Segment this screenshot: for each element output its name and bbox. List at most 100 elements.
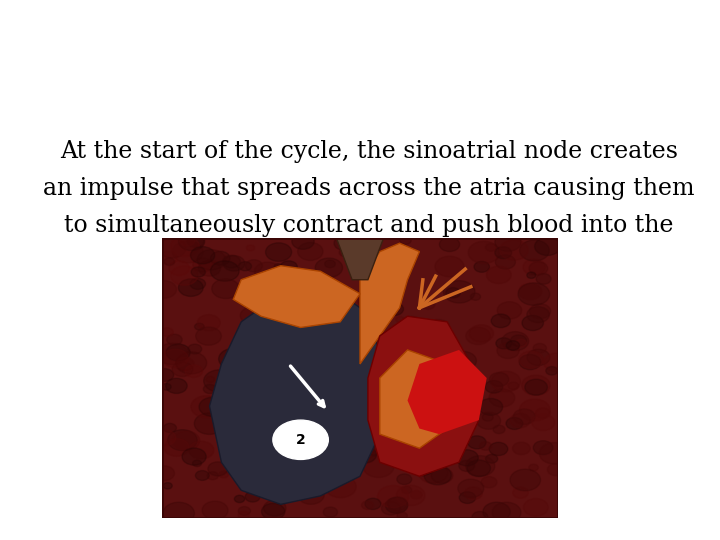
Circle shape [246,260,263,272]
Circle shape [418,469,428,476]
Circle shape [365,498,381,510]
Circle shape [368,309,391,326]
Circle shape [333,424,358,443]
Circle shape [153,466,174,481]
Circle shape [366,447,377,454]
Circle shape [466,327,490,345]
Circle shape [466,456,495,476]
Polygon shape [360,243,419,364]
Circle shape [482,414,493,421]
Circle shape [271,482,294,500]
Circle shape [296,333,319,349]
Circle shape [194,323,204,330]
Circle shape [444,281,475,303]
Circle shape [336,293,349,302]
Circle shape [351,381,363,390]
Text: an impulse that spreads across the atria causing them: an impulse that spreads across the atria… [43,177,695,200]
Circle shape [384,278,395,286]
Circle shape [418,462,448,483]
Polygon shape [233,266,360,327]
Circle shape [456,399,475,413]
Circle shape [497,343,519,359]
Circle shape [402,414,412,422]
Circle shape [194,413,225,434]
Circle shape [318,465,330,474]
Circle shape [196,327,221,345]
Circle shape [250,318,276,336]
Circle shape [208,462,228,476]
Circle shape [279,300,302,317]
Circle shape [339,248,351,256]
Circle shape [235,495,245,503]
Circle shape [459,492,476,503]
Circle shape [248,481,258,488]
Polygon shape [162,238,558,518]
Circle shape [163,483,172,489]
Circle shape [173,431,199,450]
Circle shape [489,442,508,456]
Circle shape [179,279,203,296]
Circle shape [236,457,263,475]
Circle shape [491,371,521,392]
Circle shape [525,379,547,395]
Circle shape [382,502,400,515]
Circle shape [431,362,446,373]
Circle shape [206,376,215,382]
Circle shape [169,261,189,275]
Text: 2: 2 [296,433,305,447]
Circle shape [535,237,560,255]
Circle shape [410,491,422,499]
Circle shape [222,436,235,444]
Circle shape [219,471,228,478]
Circle shape [405,420,416,428]
Circle shape [325,260,336,268]
Circle shape [268,362,279,370]
Circle shape [423,424,453,445]
Circle shape [182,448,206,465]
Circle shape [513,409,535,424]
Circle shape [366,446,380,455]
Circle shape [477,412,500,429]
Circle shape [204,370,235,392]
Circle shape [389,262,398,268]
Circle shape [163,502,194,524]
Circle shape [264,410,289,427]
Circle shape [254,262,282,281]
Circle shape [266,243,292,261]
Circle shape [408,448,418,455]
Circle shape [420,465,433,475]
Circle shape [492,502,521,523]
Circle shape [518,283,549,305]
Circle shape [421,300,435,309]
Circle shape [271,349,280,355]
Circle shape [166,344,190,361]
Circle shape [519,354,541,370]
Circle shape [402,487,412,494]
Circle shape [215,426,229,436]
Circle shape [358,447,369,454]
Circle shape [189,441,214,459]
Circle shape [199,397,226,416]
Circle shape [262,459,282,472]
Circle shape [510,335,526,346]
Circle shape [474,261,490,272]
Circle shape [192,460,202,467]
Circle shape [295,280,327,302]
Circle shape [388,497,408,511]
Circle shape [239,262,251,271]
Circle shape [468,436,486,449]
Circle shape [315,357,326,366]
Circle shape [236,468,248,477]
Circle shape [251,323,278,343]
Circle shape [295,433,310,443]
Circle shape [166,379,187,394]
Circle shape [325,476,356,498]
Polygon shape [408,350,487,434]
Circle shape [168,430,197,450]
Circle shape [292,284,302,292]
Circle shape [495,255,516,269]
Circle shape [298,485,324,504]
Circle shape [191,396,222,417]
Circle shape [323,507,338,517]
Circle shape [534,441,553,455]
